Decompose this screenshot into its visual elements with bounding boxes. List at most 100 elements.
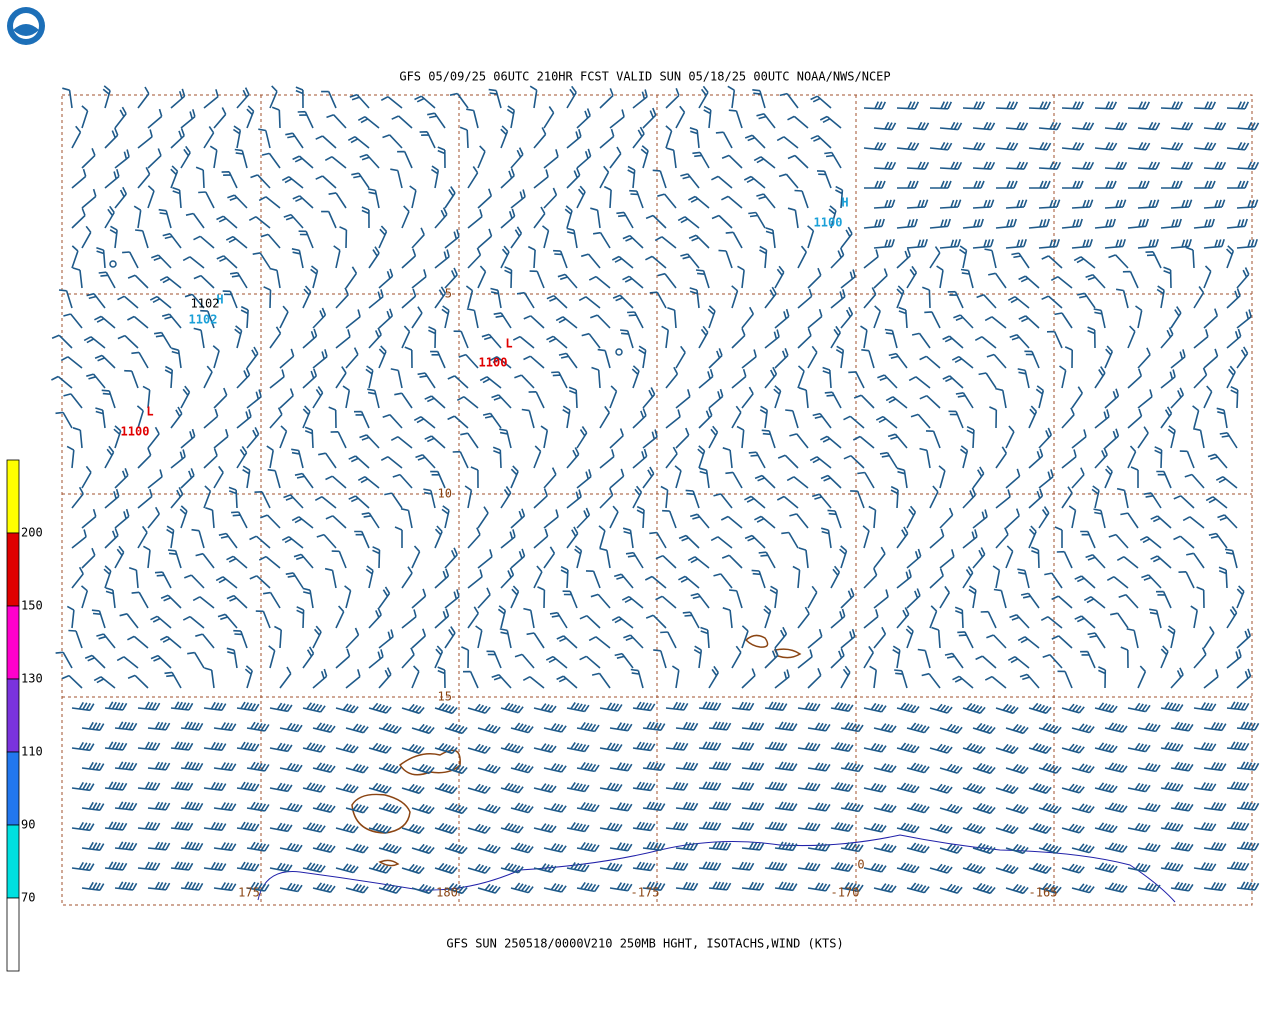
wind-barb [444,722,468,735]
wind-barb [441,305,450,329]
wind-barb [137,525,148,549]
wind-barb [1193,647,1207,669]
wind-barb [1192,405,1200,429]
wind-barb [411,306,423,329]
wind-barb [1226,142,1250,151]
wind-barb [213,428,229,449]
wind-barb [1017,368,1030,389]
wind-barb [404,346,413,369]
wind-barb [1160,741,1184,752]
wind-barb [279,305,289,329]
longitude-label: -165 [1029,886,1058,900]
wind-barb [409,185,417,209]
wind-barb [758,551,776,569]
wind-barb [1071,843,1095,854]
wind-barb [543,149,559,169]
wind-barb [51,375,73,389]
wind-barb [1128,180,1150,189]
wind-barb [447,375,469,389]
wind-barb [236,87,250,109]
wind-barb [249,575,271,589]
wind-barb [698,741,722,751]
wind-barb [545,655,568,669]
wind-barb [1160,327,1174,349]
wind-barb [972,238,994,249]
wind-barb [411,269,427,289]
wind-barb [1155,590,1172,609]
wind-barb [835,185,844,209]
wind-barb [93,676,116,689]
wind-barb [929,485,939,509]
legend-label: 90 [21,818,35,832]
wind-barb [119,613,139,629]
wind-barb [1104,842,1128,853]
wind-barb [533,488,548,509]
wind-barb [972,466,985,489]
wind-barb [1095,180,1117,189]
wind-barb [242,465,251,489]
wind-barb [763,605,772,629]
wind-barb [1054,526,1063,548]
wind-barb [279,722,303,733]
wind-barb [1104,428,1120,449]
wind-barb [1184,473,1205,489]
wind-barb [86,373,106,389]
wind-barb [203,861,227,871]
wind-barb [104,528,119,549]
wind-barb [972,121,996,131]
wind-barb [250,174,271,189]
wind-barb [667,306,677,329]
wind-barb [164,671,182,689]
wind-barb [698,781,722,791]
wind-barb [368,782,392,794]
wind-barb [1028,142,1052,151]
wind-barb [526,632,545,649]
wind-barb [642,466,655,489]
wind-barb [269,407,283,429]
wind-barb [312,349,328,369]
wind-barb [529,85,538,109]
wind-barb [588,636,611,649]
wind-barb [830,608,846,629]
wind-barb [205,506,215,529]
wind-barb [213,802,237,812]
wind-barb [84,654,106,669]
wind-barb [756,113,776,129]
wind-barb [195,633,215,649]
wind-barb [786,476,809,489]
wind-barb [642,881,666,891]
wind-barb [390,168,403,189]
wind-barb [1160,142,1184,151]
wind-barb [523,355,545,369]
wind-barb [1215,475,1238,489]
wind-barb [710,536,733,549]
wind-barb [170,88,186,109]
wind-barb [543,763,567,773]
wind-barb [1018,315,1040,329]
wind-barb [411,665,420,689]
wind-barb [434,862,458,875]
wind-barb [807,308,823,329]
wind-barb [114,881,138,891]
wind-barb [711,214,733,229]
wind-barb [592,231,611,249]
wind-barb [213,107,227,129]
wind-barb [321,210,337,229]
wind-barb [863,645,874,669]
wind-barb [368,702,392,714]
wind-barb [603,185,612,209]
wind-barb [1217,514,1238,529]
wind-barb [63,393,83,409]
wind-barb [764,861,788,871]
wind-barb [248,215,271,229]
wind-barb [939,161,963,170]
wind-barb [279,388,294,409]
wind-barb [1071,161,1095,170]
wind-barb [500,125,509,149]
wind-barb [444,267,458,289]
wind-barb [310,265,319,289]
wind-barb [104,821,128,831]
wind-barb [613,573,634,589]
wind-barb [312,762,336,773]
wind-barb [447,415,469,429]
